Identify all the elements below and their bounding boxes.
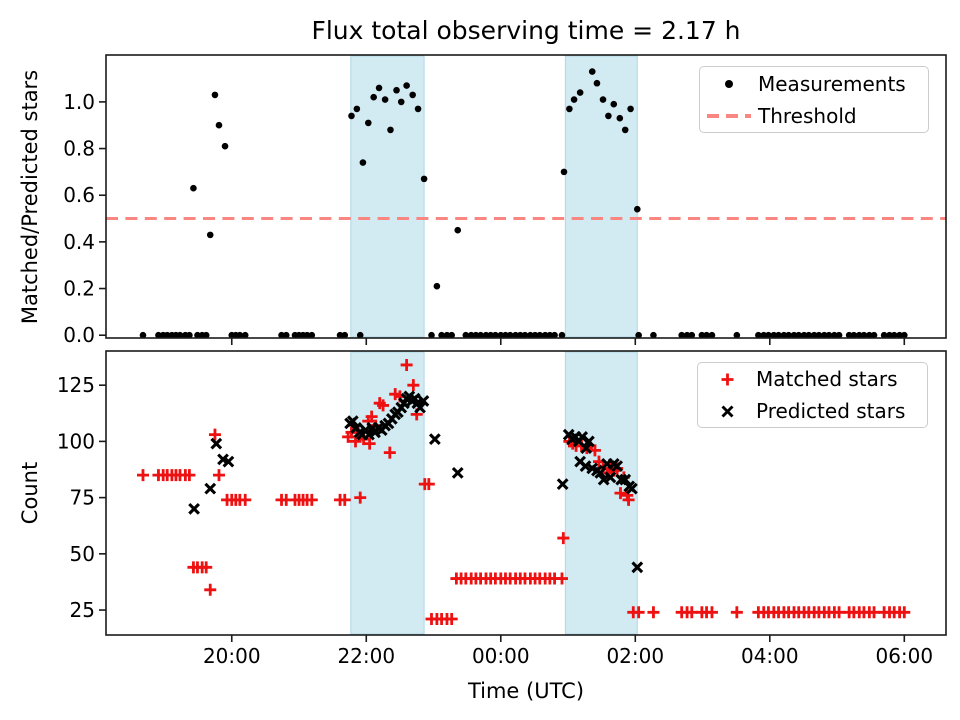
axes-0: 0.0 0.2 0.4 0.6 0.8 1.0 — [63, 54, 947, 347]
y-tick-label: 100 — [57, 429, 95, 453]
bottom-legend: Matched stars Predicted stars — [697, 362, 928, 428]
legend-item-threshold: Threshold — [700, 102, 928, 130]
x-axis-label: Time (UTC) — [467, 679, 585, 703]
matched-stars-plus-icon — [698, 372, 756, 387]
y-tick-label: 0.6 — [63, 183, 95, 207]
x-tick-label: 22:00 — [337, 644, 395, 668]
legend-label: Predicted stars — [756, 399, 906, 423]
x-tick-label: 00:00 — [472, 644, 530, 668]
observing-band — [350, 55, 425, 338]
y-tick-label: 0.4 — [63, 230, 95, 254]
bottom-y-axis-label: Count — [18, 461, 42, 525]
y-tick-label: 0.8 — [63, 137, 95, 161]
axes-frame — [105, 54, 947, 339]
top-y-axis-label: Matched/Predicted stars — [18, 69, 42, 325]
chart-title: Flux total observing time = 2.17 h — [311, 16, 741, 45]
y-tick-label: 0.0 — [63, 323, 95, 347]
legend-label: Matched stars — [756, 367, 898, 391]
x-tick-label: 06:00 — [875, 644, 933, 668]
y-tick-label: 75 — [70, 486, 95, 510]
measurements-dot-icon — [700, 79, 758, 88]
x-tick-label: 02:00 — [606, 644, 664, 668]
legend-label: Threshold — [758, 103, 857, 128]
legend-label: Measurements — [758, 71, 906, 96]
x-tick-label: 04:00 — [741, 644, 799, 668]
y-tick-label: 25 — [70, 598, 95, 622]
threshold-dash-icon — [700, 113, 758, 118]
legend-item-matched-stars: Matched stars — [698, 365, 927, 393]
axes-1: 20:00 22:00 00:00 02:00 04:00 06:00 25 50 75 100 1… — [57, 350, 947, 668]
series-measurements — [139, 68, 908, 339]
y-tick-label: 50 — [70, 542, 95, 566]
legend-item-measurements: Measurements — [700, 70, 928, 98]
top-legend: Measurements Threshold — [699, 66, 929, 133]
predicted-stars-x-icon — [698, 404, 756, 419]
y-tick-label: 0.2 — [63, 277, 95, 301]
legend-item-predicted-stars: Predicted stars — [698, 397, 927, 425]
x-tick-label: 20:00 — [203, 644, 261, 668]
observing-band — [564, 55, 638, 338]
y-tick-label: 125 — [57, 373, 95, 397]
series-predicted-stars — [188, 390, 644, 574]
axes-frame — [105, 350, 947, 636]
y-tick-label: 1.0 — [63, 90, 95, 114]
